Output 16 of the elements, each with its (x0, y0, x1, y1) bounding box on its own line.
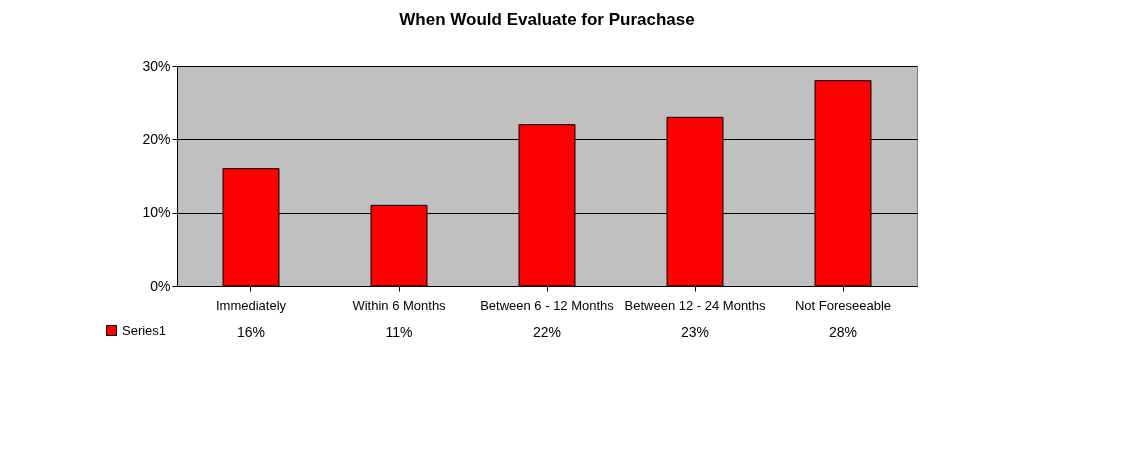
data-label: 22% (532, 324, 562, 340)
y-tick-label: 0% (150, 277, 171, 294)
x-tick-label: Within 6 Months (352, 297, 447, 313)
data-label: 28% (828, 324, 858, 340)
y-tick-label: 10% (142, 204, 171, 221)
data-label: 16% (236, 324, 266, 340)
data-label: 23% (680, 324, 710, 340)
legend-label: Series1 (122, 322, 167, 338)
data-label: 11% (385, 324, 413, 340)
x-tick-label: Immediately (215, 297, 287, 313)
y-tick-label: 20% (142, 130, 171, 147)
x-tick-label: Between 12 - 24 Months (624, 297, 766, 313)
x-tick-label: Between 6 - 12 Months (480, 297, 615, 313)
y-tick-label: 30% (142, 57, 171, 74)
chart-title: When Would Evaluate for Purachase (399, 10, 695, 29)
x-tick-label: Not Foreseeable (794, 297, 892, 313)
